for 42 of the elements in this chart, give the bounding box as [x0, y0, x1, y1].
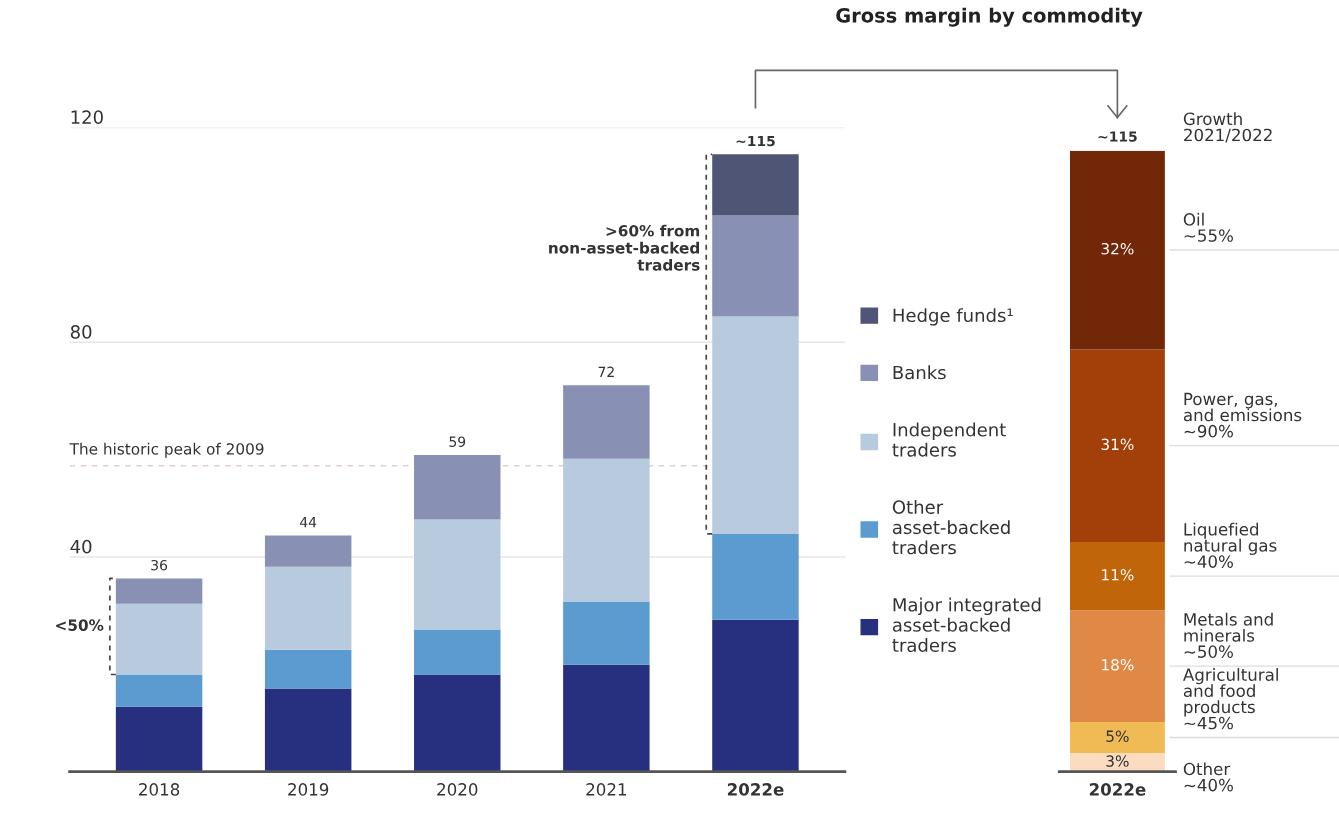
- series-label: Power, gas, and emissions ~90%: [1183, 392, 1302, 438]
- y-tick-label: 80: [70, 325, 92, 339]
- x-tick-label: 2022e: [727, 783, 784, 796]
- data-label: 11%: [1102, 568, 1134, 581]
- y-tick-label: 120: [71, 110, 103, 125]
- text: ~115: [1098, 131, 1137, 142]
- ref-line-label: The historic peak of 2009: [69, 442, 264, 458]
- series-label: Oil ~55%: [1183, 212, 1233, 242]
- annotation: >60% from non-asset-backed traders: [549, 224, 700, 271]
- x-tick-label: 2019: [288, 783, 329, 796]
- data-label: 18%: [1102, 659, 1134, 671]
- total-label: 72: [598, 366, 614, 377]
- x-tick-label: 2018: [139, 783, 180, 796]
- series-label: Agricultural and food products ~45%: [1183, 668, 1278, 730]
- series-label: Metals and minerals ~50%: [1184, 612, 1273, 658]
- data-label: 5%: [1106, 730, 1129, 742]
- series-label: Other ~40%: [1183, 762, 1233, 792]
- bar: [1069, 722, 1165, 754]
- data-label: 31%: [1101, 438, 1134, 451]
- legend-label: Hedge funds¹: [893, 308, 1013, 326]
- legend-label: Independent traders: [892, 422, 1006, 457]
- bar: [1069, 610, 1165, 723]
- data-label: 32%: [1101, 242, 1134, 255]
- legend-label: Other asset-backed traders: [892, 499, 1010, 555]
- bar: [1069, 541, 1165, 611]
- total-label: 59: [449, 436, 466, 447]
- bar: [1069, 349, 1165, 542]
- y-tick-label: 40: [70, 539, 92, 554]
- series-label: Liquefied natural gas ~40%: [1184, 522, 1277, 568]
- total-label: 44: [300, 517, 317, 528]
- data-label: 3%: [1106, 755, 1129, 767]
- legend-title: Growth 2021/2022: [1183, 112, 1272, 143]
- chart-title: Gross margin by commodity: [836, 7, 1143, 27]
- x-tick-label: 2021: [586, 783, 627, 796]
- x-tick-label: 2022e: [1089, 783, 1146, 796]
- bar: [1069, 150, 1165, 350]
- annotation: <50%: [56, 619, 104, 631]
- total-label: 36: [151, 559, 168, 571]
- legend-label: Banks: [893, 365, 946, 380]
- total-label: ~115: [736, 135, 775, 147]
- x-tick-label: 2020: [437, 783, 478, 796]
- legend-label: Major integrated asset-backed traders: [892, 597, 1041, 652]
